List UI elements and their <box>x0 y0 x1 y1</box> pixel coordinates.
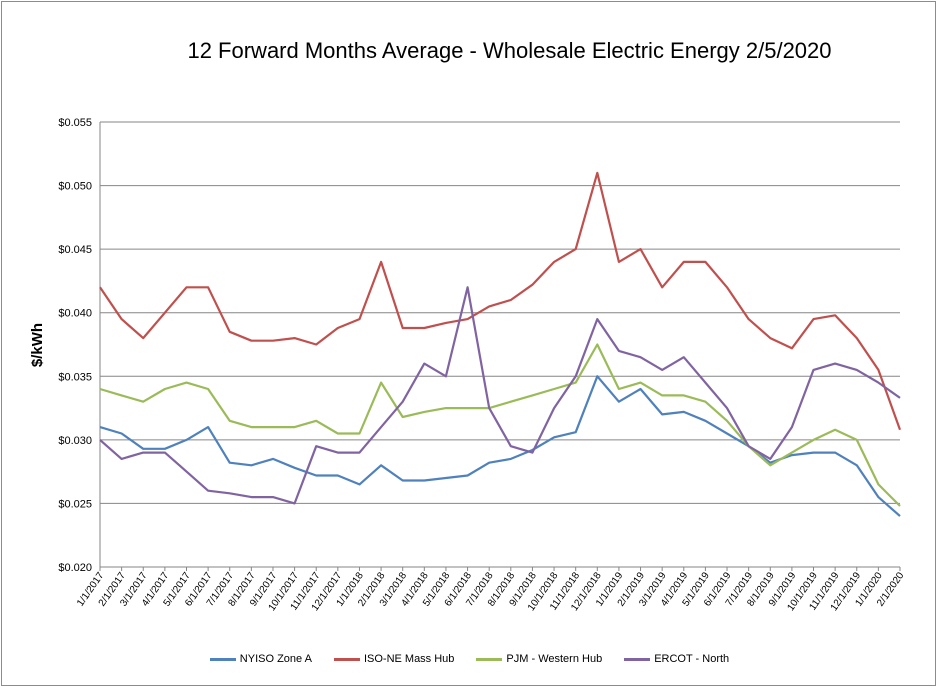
series-line-1 <box>99 171 902 431</box>
x-axis-ticks: 1/1/20172/1/20173/1/20174/1/20175/1/2017… <box>75 567 907 613</box>
legend: NYISO Zone A ISO-NE Mass Hub PJM - Western… <box>0 653 939 665</box>
y-tick-label: $0.025 <box>58 498 92 510</box>
chart-title: 12 Forward Months Average - Wholesale El… <box>187 38 832 63</box>
series-line-2 <box>99 343 901 507</box>
series-lines <box>99 171 902 517</box>
y-axis-label: $/kWh <box>29 323 46 367</box>
series-line-0 <box>99 375 901 517</box>
y-tick-label: $0.020 <box>58 562 92 574</box>
legend-swatch <box>209 657 236 661</box>
legend-label: NYISO Zone A <box>239 653 312 665</box>
y-tick-label: $0.055 <box>58 117 92 129</box>
y-tick-label: $0.040 <box>58 308 92 320</box>
y-tick-label: $0.045 <box>58 244 92 256</box>
legend-swatch <box>624 657 651 661</box>
series-line-3 <box>99 286 901 505</box>
y-tick-label: $0.030 <box>58 435 92 447</box>
legend-item: PJM - Western Hub <box>476 653 602 665</box>
legend-label: ERCOT - North <box>654 653 730 665</box>
legend-swatch <box>333 657 360 661</box>
line-chart: $0.020 $0.025 $0.030 $0.035 $0.040 $0.045 $0.0… <box>29 117 907 613</box>
gridlines <box>99 121 900 568</box>
legend-label: PJM - Western Hub <box>506 653 603 665</box>
legend-item: ISO-NE Mass Hub <box>333 653 455 665</box>
legend-item: NYISO Zone A <box>209 653 312 665</box>
y-axis-ticks: $0.020 $0.025 $0.030 $0.035 $0.040 $0.045 $0.0… <box>58 117 92 574</box>
y-tick-label: $0.050 <box>58 181 92 193</box>
legend-item: ERCOT - North <box>624 653 729 665</box>
y-tick-label: $0.035 <box>58 371 92 383</box>
legend-label: ISO-NE Mass Hub <box>363 653 455 665</box>
legend-swatch <box>476 657 503 661</box>
